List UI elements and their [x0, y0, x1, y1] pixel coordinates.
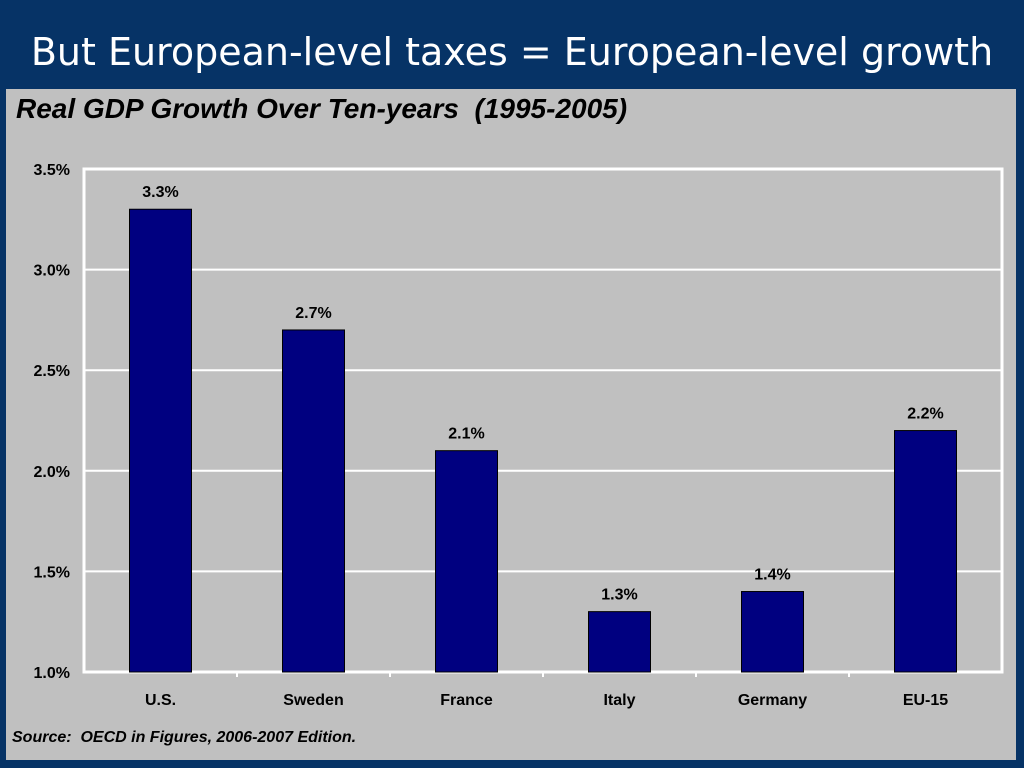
bar-france [435, 450, 498, 673]
gridlines [82, 167, 1004, 674]
category-label: Sweden [283, 692, 343, 709]
plot-frame [82, 167, 1004, 674]
chart-panel: Real GDP Growth Over Ten-years (1995-200… [6, 89, 1016, 760]
y-tick-label: 1.0% [34, 665, 70, 682]
category-label: EU-15 [903, 692, 948, 709]
category-label: France [440, 692, 493, 709]
data-label: 1.3% [601, 587, 637, 604]
data-label: 2.7% [295, 305, 331, 322]
data-label: 2.2% [907, 406, 943, 423]
bar-germany [741, 591, 804, 673]
y-axis: 1.0% 1.5% 2.0% 2.5% 3.0% 3.5% [34, 162, 70, 682]
y-tick-label: 1.5% [34, 564, 70, 581]
data-label: 3.3% [142, 184, 178, 201]
bar-u-s [129, 208, 192, 673]
source-note: Source: OECD in Figures, 2006-2007 Editi… [12, 729, 357, 746]
category-label: U.S. [145, 692, 176, 709]
data-label: 1.4% [754, 567, 790, 584]
bars: 3.3% 2.7% 2.1% 1.3% 1.4% 2.2% [129, 184, 957, 673]
y-tick-label: 3.0% [34, 263, 70, 280]
x-axis: U.S. Sweden France Italy Germany EU-15 [145, 672, 948, 709]
bar-italy [588, 611, 651, 673]
bar-sweden [282, 329, 345, 673]
category-label: Italy [603, 692, 635, 709]
data-label: 2.1% [448, 426, 484, 443]
slide-title: But European-level taxes = European-leve… [30, 30, 994, 74]
bar-eu-15 [894, 430, 957, 673]
y-tick-label: 3.5% [34, 162, 70, 179]
y-tick-label: 2.5% [34, 363, 70, 380]
y-tick-label: 2.0% [34, 464, 70, 481]
chart-title: Real GDP Growth Over Ten-years (1995-200… [16, 93, 628, 124]
category-label: Germany [738, 692, 807, 709]
bar-chart: 1.0% 1.5% 2.0% 2.5% 3.0% 3.5% 3.3% 2.7% 2.1% 1.3… [34, 162, 1004, 709]
